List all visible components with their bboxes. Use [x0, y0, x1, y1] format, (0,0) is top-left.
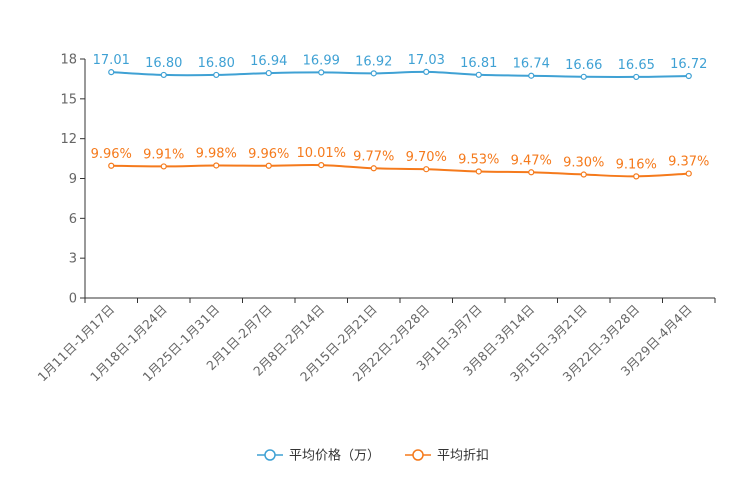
- data-point[interactable]: [265, 162, 272, 169]
- data-label: 17.03: [408, 53, 445, 68]
- data-label: 16.65: [618, 58, 655, 73]
- data-label: 17.01: [93, 53, 130, 68]
- data-label: 9.37%: [668, 155, 709, 170]
- legend-label: 平均折扣: [437, 449, 489, 464]
- legend-marker-icon: [264, 449, 276, 461]
- data-point[interactable]: [475, 168, 482, 175]
- y-tick-label: 6: [69, 212, 77, 227]
- data-point[interactable]: [370, 70, 377, 77]
- data-label: 10.01%: [296, 146, 346, 161]
- data-label: 9.91%: [143, 147, 184, 162]
- data-label: 16.72: [670, 57, 707, 72]
- data-point[interactable]: [580, 171, 587, 178]
- data-point[interactable]: [633, 173, 640, 180]
- data-point[interactable]: [108, 69, 115, 76]
- data-label: 9.98%: [196, 146, 237, 161]
- legend-item-2[interactable]: 平均折扣: [405, 449, 489, 464]
- series-line-2: [111, 163, 689, 178]
- data-label: 16.81: [460, 56, 497, 71]
- data-point[interactable]: [685, 170, 692, 177]
- data-point[interactable]: [318, 161, 325, 169]
- data-label: 9.47%: [511, 153, 552, 168]
- data-point[interactable]: [213, 162, 220, 169]
- data-point[interactable]: [528, 169, 535, 176]
- data-point[interactable]: [108, 162, 115, 169]
- data-point[interactable]: [318, 69, 325, 76]
- data-point[interactable]: [685, 72, 692, 80]
- y-tick-label: 9: [69, 172, 77, 187]
- data-label: 16.80: [145, 56, 182, 71]
- data-point[interactable]: [265, 69, 272, 77]
- chart-axes: 03691215181月11日-1月17日1月18日-1月24日1月25日-1月…: [34, 53, 716, 384]
- data-label: 9.16%: [616, 157, 657, 172]
- chart-legend[interactable]: 平均价格（万） 平均折扣: [257, 448, 489, 464]
- data-point[interactable]: [370, 165, 377, 172]
- data-point[interactable]: [213, 71, 220, 79]
- chart-series: 17.01 16.80 16.80 16.94 16.99 16.92 17.03 16.81…: [91, 53, 709, 180]
- y-tick-label: 12: [60, 132, 77, 147]
- series-line-1: [111, 70, 689, 79]
- data-label: 9.53%: [458, 152, 499, 167]
- legend-marker-icon: [412, 449, 424, 461]
- y-tick-label: 18: [60, 53, 77, 68]
- data-point[interactable]: [475, 71, 482, 78]
- data-label: 16.94: [250, 54, 287, 69]
- legend-item-1[interactable]: 平均价格（万）: [257, 448, 380, 464]
- data-point[interactable]: [160, 163, 167, 170]
- legend-label: 平均价格（万）: [289, 448, 380, 464]
- data-label: 9.30%: [563, 156, 604, 171]
- data-label: 16.74: [513, 57, 550, 72]
- data-point[interactable]: [633, 73, 640, 81]
- data-label: 9.70%: [406, 150, 447, 165]
- data-point[interactable]: [160, 71, 167, 79]
- data-label: 9.96%: [91, 147, 132, 162]
- data-label: 16.92: [355, 54, 392, 69]
- data-point[interactable]: [580, 73, 587, 80]
- data-label: 9.77%: [353, 149, 394, 164]
- data-point[interactable]: [528, 72, 535, 79]
- y-tick-label: 15: [60, 92, 77, 107]
- data-label: 16.66: [565, 58, 602, 73]
- y-tick-label: 0: [69, 292, 77, 307]
- y-tick-label: 3: [69, 252, 77, 267]
- data-label: 16.99: [303, 53, 340, 68]
- data-point[interactable]: [423, 68, 430, 75]
- data-label: 9.96%: [248, 147, 289, 162]
- data-label: 16.80: [198, 56, 235, 71]
- data-point[interactable]: [423, 166, 430, 173]
